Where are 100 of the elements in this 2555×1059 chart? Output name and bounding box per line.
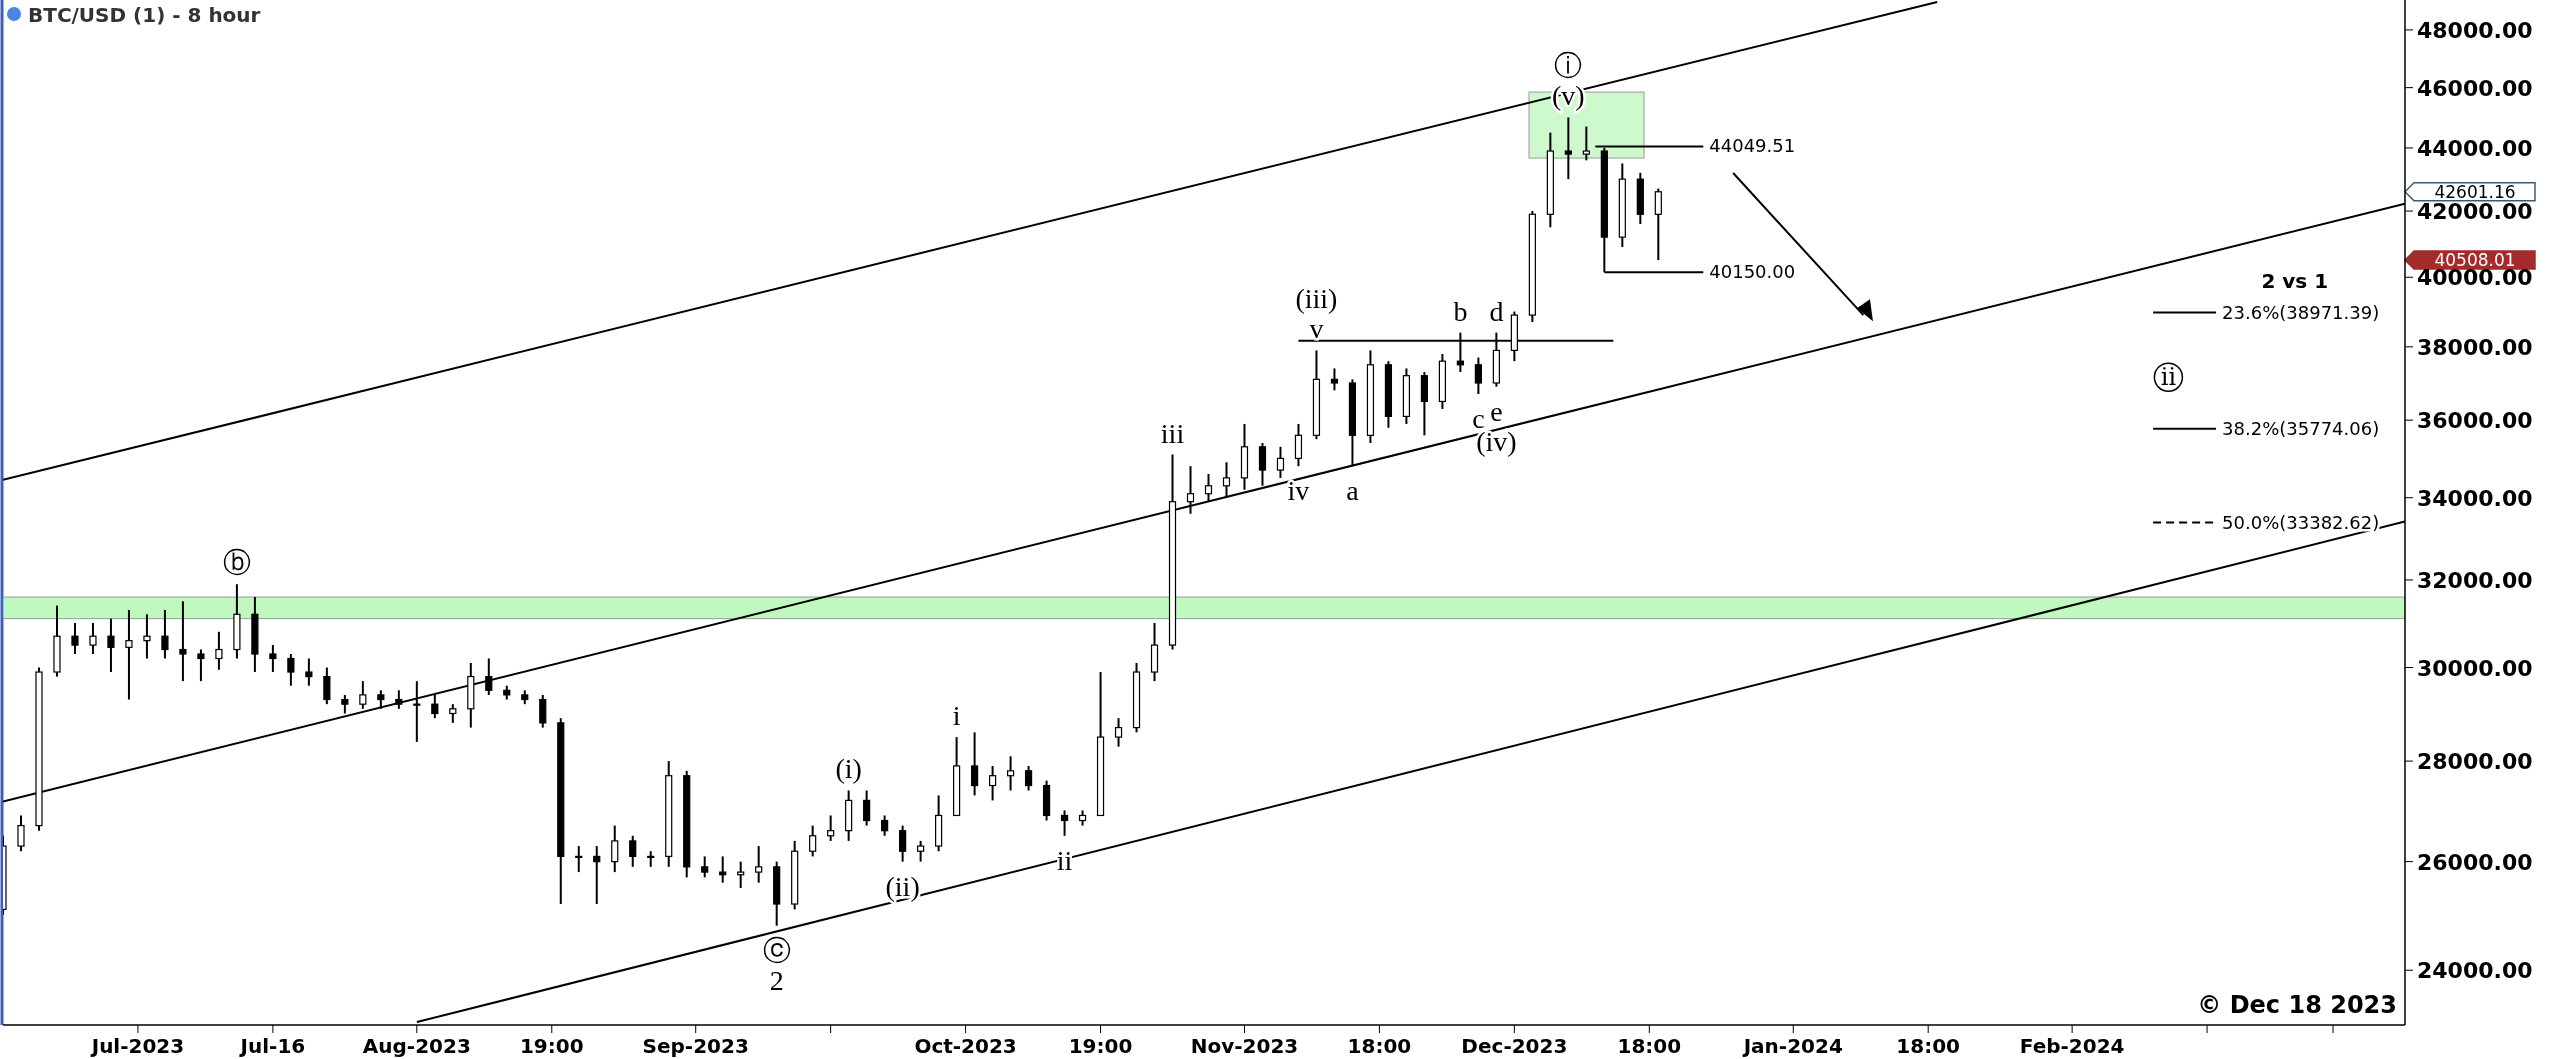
annotation: (ii) bbox=[885, 870, 920, 902]
y-tick-label: 28000.00 bbox=[2417, 749, 2533, 775]
annotation: ⓒ bbox=[762, 934, 791, 966]
candlestick bbox=[719, 855, 727, 884]
x-tick-label: 18:00 bbox=[1617, 1034, 1682, 1058]
x-tick-label: Dec-2023 bbox=[1461, 1034, 1568, 1058]
annotation: iii bbox=[1160, 417, 1185, 449]
x-tick-label: 18:00 bbox=[1896, 1034, 1961, 1058]
candlestick bbox=[269, 644, 277, 674]
x-tick-label: Nov-2023 bbox=[1190, 1034, 1299, 1058]
candlestick bbox=[179, 600, 187, 683]
candlestick bbox=[125, 608, 133, 701]
y-tick-label: 44000.00 bbox=[2417, 135, 2533, 161]
y-tick-label: 30000.00 bbox=[2417, 655, 2533, 681]
candlestick bbox=[1258, 441, 1267, 487]
annotation: (iii) bbox=[1295, 283, 1338, 315]
candlestick bbox=[629, 834, 637, 868]
candlestick bbox=[1654, 187, 1662, 262]
y-tick-label: 34000.00 bbox=[2417, 485, 2533, 511]
candlestick bbox=[755, 845, 763, 884]
annotation: 40150.00 bbox=[1709, 261, 1796, 283]
candlestick bbox=[287, 653, 295, 687]
text: 42601.16 bbox=[2434, 181, 2516, 202]
candlestick bbox=[539, 693, 547, 729]
y-tick-label: 42000.00 bbox=[2417, 199, 2533, 225]
candlestick bbox=[827, 814, 835, 842]
x-tick-label: Feb-2024 bbox=[2019, 1034, 2125, 1058]
candlestick bbox=[215, 630, 223, 671]
chart-title: BTC/USD (1) - 8 hour bbox=[28, 3, 261, 27]
y-tick-label: 46000.00 bbox=[2417, 75, 2533, 101]
candlestick bbox=[485, 657, 493, 696]
x-tick-label: 18:00 bbox=[1347, 1034, 1412, 1058]
candlestick bbox=[1294, 422, 1303, 468]
y-tick-label: 24000.00 bbox=[2417, 958, 2533, 984]
candlestick bbox=[413, 680, 421, 743]
candlestick bbox=[737, 860, 745, 889]
candlestick bbox=[197, 648, 205, 683]
candlestick bbox=[809, 824, 817, 858]
candlestick bbox=[107, 617, 115, 674]
y-tick-label: 38000.00 bbox=[2417, 334, 2533, 360]
candlestick bbox=[395, 689, 403, 710]
candlestick bbox=[377, 689, 385, 710]
candlestick bbox=[143, 613, 151, 660]
candlestick bbox=[1276, 445, 1285, 479]
annotation: ⓘ bbox=[1554, 50, 1583, 82]
candlestick bbox=[1186, 465, 1195, 515]
candlestick bbox=[611, 824, 619, 874]
x-tick-label: 19:00 bbox=[519, 1034, 584, 1058]
candlestick bbox=[359, 680, 367, 710]
y-tick-label: 40000.00 bbox=[2417, 265, 2533, 291]
candlestick bbox=[881, 814, 889, 837]
candlestick bbox=[863, 789, 871, 827]
annotation: v bbox=[1309, 313, 1324, 345]
candlestick bbox=[988, 764, 997, 802]
annotation: (i) bbox=[835, 753, 862, 785]
candlestick bbox=[1222, 461, 1231, 499]
candlestick bbox=[71, 622, 79, 655]
candlestick bbox=[1564, 116, 1572, 181]
candlestick bbox=[323, 666, 331, 706]
annotation: 23.6%(38971.39) bbox=[2222, 301, 2380, 323]
annotation: d bbox=[1489, 295, 1504, 327]
annotation: iv bbox=[1287, 475, 1310, 507]
candlestick bbox=[1024, 764, 1033, 792]
candlestick bbox=[341, 693, 349, 715]
candlestick bbox=[1204, 472, 1213, 503]
y-tick-label: 26000.00 bbox=[2417, 849, 2533, 875]
candlestick bbox=[305, 657, 313, 687]
candlestick bbox=[899, 824, 907, 863]
candlestick bbox=[1330, 367, 1339, 392]
annotation: © Dec 18 2023 bbox=[2197, 991, 2397, 1019]
y-tick-label: 32000.00 bbox=[2417, 567, 2533, 593]
x-tick-label: Jul-16 bbox=[238, 1034, 306, 1058]
x-tick-label: Jul-2023 bbox=[89, 1034, 185, 1058]
candlestick bbox=[647, 850, 655, 868]
candlestick bbox=[701, 855, 709, 879]
annotation: e bbox=[1490, 395, 1503, 427]
x-tick-label: Aug-2023 bbox=[362, 1034, 471, 1058]
candlestick bbox=[1474, 356, 1482, 396]
y-tick-label: 36000.00 bbox=[2417, 408, 2533, 434]
candlestick bbox=[1114, 717, 1123, 748]
candlestick bbox=[449, 703, 457, 724]
annotation: 2 vs 1 bbox=[2261, 269, 2329, 294]
candlestick bbox=[89, 622, 97, 655]
candlestick bbox=[161, 608, 169, 660]
candlestick bbox=[971, 731, 979, 797]
annotation: i bbox=[952, 700, 961, 732]
candlestick bbox=[17, 814, 25, 853]
y-tick-label: 48000.00 bbox=[2417, 17, 2533, 43]
annotation: 2 bbox=[769, 964, 784, 996]
annotation: 50.0%(33382.62) bbox=[2222, 511, 2380, 533]
annotation: b bbox=[1453, 295, 1468, 327]
candlestick bbox=[917, 839, 925, 863]
annotation: 38.2%(35774.06) bbox=[2222, 417, 2380, 439]
candlestick bbox=[1582, 125, 1590, 162]
annotation: a bbox=[1346, 475, 1360, 507]
candlestick bbox=[575, 845, 583, 874]
candlestick bbox=[1006, 755, 1015, 792]
candlestick bbox=[593, 845, 601, 906]
x-tick-label: Jan-2024 bbox=[1741, 1034, 1843, 1058]
annotation: 44049.51 bbox=[1709, 135, 1796, 157]
